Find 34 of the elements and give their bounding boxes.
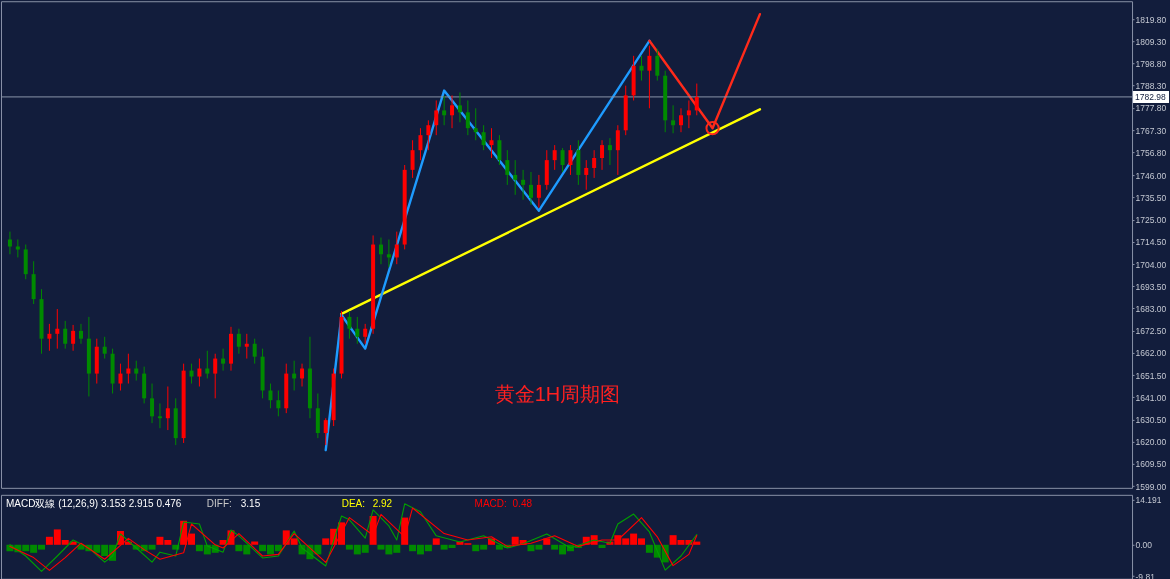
y-tick-label: -9.81 xyxy=(1135,571,1156,579)
annotation: 2.92 xyxy=(372,497,393,509)
y-tick-label: 1672.50 xyxy=(1135,326,1167,337)
annotation: 3.15 xyxy=(240,497,261,509)
annotation: 0.48 xyxy=(512,497,533,509)
annotation: MACD: xyxy=(474,497,507,509)
y-tick-label: 1735.50 xyxy=(1135,192,1167,203)
y-tick-label: 1809.30 xyxy=(1135,36,1167,47)
annotation: DIFF: xyxy=(206,497,232,509)
y-tick-label: 1767.30 xyxy=(1135,125,1167,136)
y-tick-label: 1714.50 xyxy=(1135,237,1167,248)
annotation: 黄金1H周期图 xyxy=(494,382,621,405)
y-tick-label: 1746.00 xyxy=(1135,170,1167,181)
y-tick-label: 1693.50 xyxy=(1135,281,1167,292)
y-tick-label: 1788.30 xyxy=(1135,81,1167,92)
y-tick-label: 1798.80 xyxy=(1135,58,1167,69)
y-tick-label: 1641.00 xyxy=(1135,392,1167,403)
y-tick-label: 1777.80 xyxy=(1135,103,1167,114)
y-tick-label: 1662.00 xyxy=(1135,348,1167,359)
y-tick-label: 0.00 xyxy=(1135,540,1153,551)
y-tick-label: 1651.50 xyxy=(1135,370,1167,381)
chart-title: MACD双線 (12,26,9) 3.153 2.915 0.476 xyxy=(5,497,182,509)
annotation: DEA: xyxy=(341,497,366,509)
y-tick-label: 1599.00 xyxy=(1135,481,1167,492)
y-tick-label: 1620.00 xyxy=(1135,437,1167,448)
y-tick-label: 1704.00 xyxy=(1135,259,1167,270)
y-tick-label: 14.191 xyxy=(1135,494,1162,505)
y-tick-label: 1630.50 xyxy=(1135,415,1167,425)
y-tick-label: 1756.80 xyxy=(1135,147,1167,158)
y-tick-label: 1725.00 xyxy=(1135,215,1167,226)
y-tick-label: 1609.50 xyxy=(1135,459,1167,470)
y-tick-label: 1819.80 xyxy=(1135,14,1167,25)
ref-line-label: 1782.98 xyxy=(1135,91,1166,102)
y-tick-label: 1683.00 xyxy=(1135,303,1167,314)
